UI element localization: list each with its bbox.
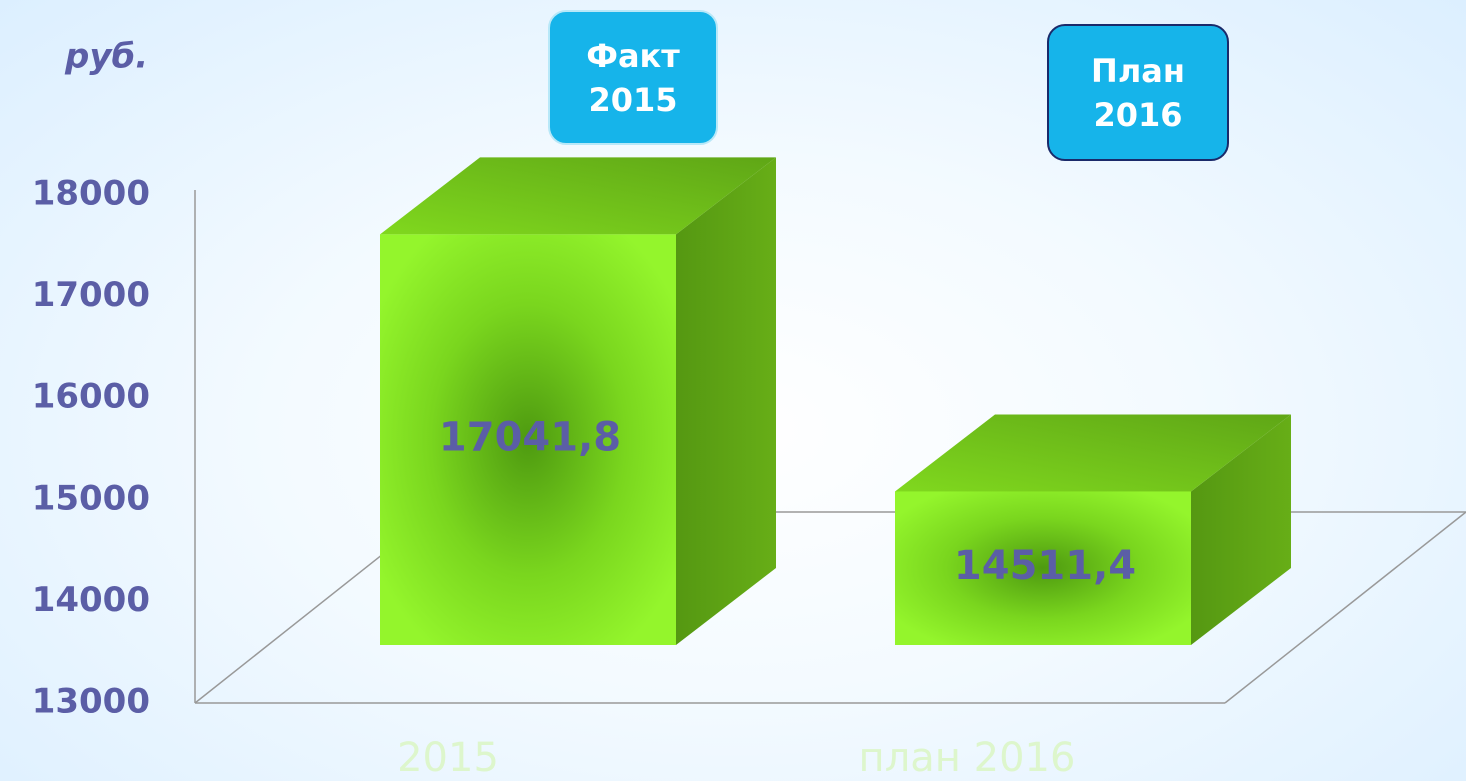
y-tick-label: 17000 xyxy=(32,275,150,315)
y-tick-label: 14000 xyxy=(32,580,150,620)
annotation: План 2016 xyxy=(1047,24,1229,161)
bar xyxy=(380,234,676,645)
annotation: Факт 2015 xyxy=(548,10,718,145)
x-tick-label: план 2016 xyxy=(859,735,1076,781)
bar-top xyxy=(380,157,776,235)
bar xyxy=(895,491,1191,645)
y-tick-label: 16000 xyxy=(32,377,150,417)
bar-top xyxy=(895,414,1291,492)
value-label: 14511,4 xyxy=(954,543,1136,589)
value-label: 17041,8 xyxy=(439,415,621,461)
y-tick-label: 13000 xyxy=(32,682,150,722)
bar-side xyxy=(1191,414,1291,645)
y-tick-label: 15000 xyxy=(32,478,150,518)
floor-edge xyxy=(1224,511,1466,704)
x-tick-label: 2015 xyxy=(397,735,499,781)
y-label: руб. xyxy=(64,37,148,77)
bar-side xyxy=(676,157,776,645)
y-tick-label: 18000 xyxy=(32,174,150,214)
